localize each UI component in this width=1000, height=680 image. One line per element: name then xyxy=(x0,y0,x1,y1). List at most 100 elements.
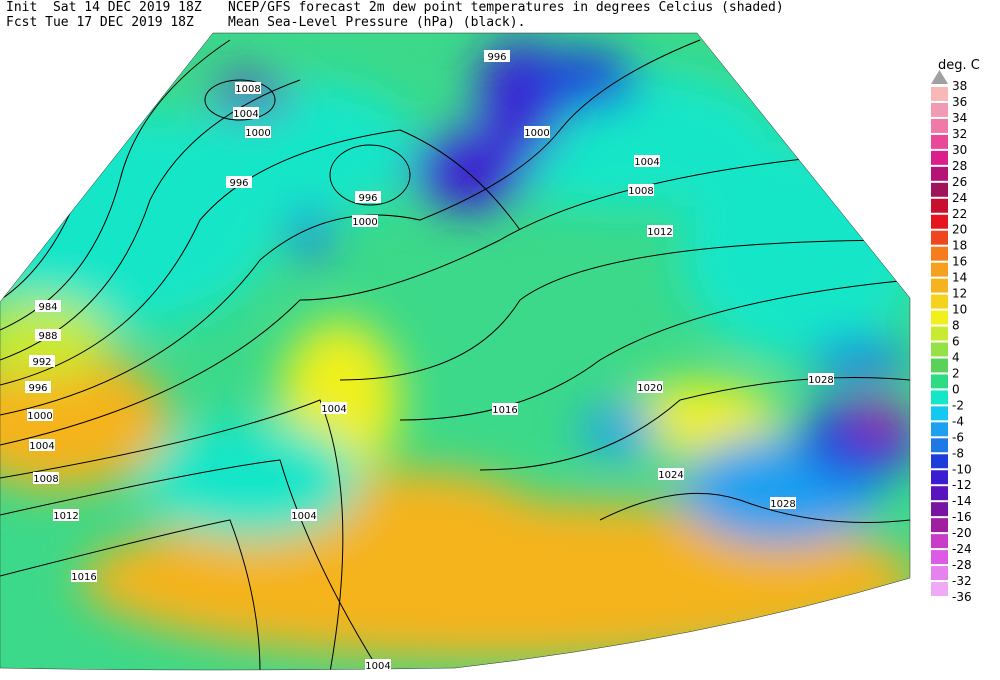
isobar-label-bg xyxy=(233,107,259,119)
colorbar-swatch xyxy=(931,294,948,309)
isobar-label: 1028 xyxy=(770,499,795,510)
isobar-label: 984 xyxy=(38,302,57,313)
isobar-label: 1008 xyxy=(33,474,58,485)
isobar-label: 1012 xyxy=(53,511,78,522)
colorbar-label: 26 xyxy=(952,175,967,189)
colorbar-label: 28 xyxy=(952,159,967,173)
isobar-label-bg xyxy=(71,570,97,582)
subtitle: Mean Sea-Level Pressure (hPa) (black). xyxy=(228,15,526,30)
colorbar-label: 0 xyxy=(952,382,960,396)
colorbar-label: 38 xyxy=(952,79,967,93)
isobar-label: 1020 xyxy=(637,383,662,394)
colorbar-swatch xyxy=(931,198,948,213)
isobar-label-bg xyxy=(524,126,550,138)
colorbar-swatch xyxy=(931,87,948,101)
colorbar-swatch xyxy=(931,150,948,165)
colorbar: deg. C 383634323028262422201816141210864… xyxy=(931,58,980,604)
colorbar-label: 20 xyxy=(952,223,967,237)
colorbar-swatch xyxy=(931,518,948,533)
isobar-label: 1016 xyxy=(492,405,517,416)
colorbar-label: 2 xyxy=(952,366,960,380)
isobar-label: 1004 xyxy=(233,109,258,120)
isobar-label: 996 xyxy=(487,52,506,63)
isobar-label: 1000 xyxy=(27,411,52,422)
colorbar-label: -36 xyxy=(952,590,972,604)
isobar-label-bg xyxy=(770,497,796,509)
isobar-label-bg xyxy=(29,355,55,367)
isobar-label: 1004 xyxy=(291,511,316,522)
colorbar-label: 16 xyxy=(952,255,967,269)
isobar-label: 1024 xyxy=(658,470,683,481)
colorbar-label: 36 xyxy=(952,95,967,109)
colorbar-swatch xyxy=(931,230,948,245)
colorbar-swatch xyxy=(931,278,948,293)
shaded-field xyxy=(0,33,910,670)
colorbar-label: 32 xyxy=(952,127,967,141)
header: Init Sat 14 DEC 2019 18Z Fcst Tue 17 DEC… xyxy=(6,0,784,75)
isobar-label: 996 xyxy=(229,178,248,189)
isobar-label-bg xyxy=(291,509,317,521)
colorbar-triangle xyxy=(931,70,948,84)
init-line: Init Sat 14 DEC 2019 18Z xyxy=(6,0,202,15)
isobar-label-bg xyxy=(492,403,518,415)
isobar-label: 1004 xyxy=(634,157,659,168)
colorbar-swatch xyxy=(931,134,948,149)
colorbar-label: 6 xyxy=(952,335,960,349)
colorbar-swatch xyxy=(931,182,948,197)
colorbar-swatch xyxy=(931,390,948,405)
colorbar-label: -24 xyxy=(952,542,972,556)
fcst-line: Fcst Tue 17 DEC 2019 18Z xyxy=(6,15,194,30)
isobar-label-bg xyxy=(27,409,53,421)
colorbar-swatch xyxy=(931,166,948,181)
isobar-label-group: 1008 1004 1000 996 996 1000 1004 1008 1012 984 988… xyxy=(25,50,834,672)
colorbar-swatch xyxy=(931,550,948,565)
isobar-label: 1004 xyxy=(365,661,390,672)
isobar-label: 1000 xyxy=(245,128,270,139)
colorbar-label: -28 xyxy=(952,558,972,572)
colorbar-label: 10 xyxy=(952,303,967,317)
colorbar-label: -16 xyxy=(952,510,972,524)
colorbar-label: -32 xyxy=(952,574,972,588)
colorbar-swatch xyxy=(931,374,948,389)
colorbar-label: 8 xyxy=(952,319,960,333)
colorbar-label: 34 xyxy=(952,111,967,125)
title: NCEP/GFS forecast 2m dew point temperatu… xyxy=(228,0,784,15)
colorbar-label: -2 xyxy=(952,398,964,412)
colorbar-swatch xyxy=(931,358,948,373)
isobar-label-bg xyxy=(53,509,79,521)
isobar-label: 988 xyxy=(38,331,57,342)
isobar-label-bg xyxy=(321,402,347,414)
colorbar-swatch xyxy=(931,486,948,501)
isobar-label-bg xyxy=(33,472,59,484)
isobar-label: 1008 xyxy=(628,186,653,197)
colorbar-label: -12 xyxy=(952,478,972,492)
colorbar-swatch xyxy=(931,566,948,581)
map-border xyxy=(0,32,911,671)
colorbar-label: -6 xyxy=(952,430,964,444)
colorbar-title: deg. C xyxy=(938,58,980,73)
isobar-label-bg xyxy=(35,329,61,341)
colorbar-swatch xyxy=(931,582,948,596)
colorbar-swatch xyxy=(931,406,948,421)
isobar-label-bg xyxy=(245,126,271,138)
colorbar-label: -4 xyxy=(952,414,964,428)
colorbar-label: 30 xyxy=(952,143,967,157)
colorbar-label: -8 xyxy=(952,446,964,460)
colorbar-label: -10 xyxy=(952,462,972,476)
colorbar-swatch xyxy=(931,262,948,277)
isobar-label-bg xyxy=(25,381,51,393)
isobar-label: 1016 xyxy=(71,572,96,583)
colorbar-swatch xyxy=(931,502,948,517)
colorbar-swatch xyxy=(931,470,948,485)
isobar-label-bg xyxy=(235,82,261,94)
isobar-label: 996 xyxy=(28,383,47,394)
isobar-label-bg xyxy=(355,191,381,203)
isobar-label: 1000 xyxy=(524,128,549,139)
isobar-label-bg xyxy=(637,381,663,393)
isobar-label: 1012 xyxy=(647,227,672,238)
colorbar-label: 12 xyxy=(952,287,967,301)
isobar-label-bg xyxy=(365,659,391,671)
isobar-label-bg xyxy=(634,155,660,167)
isobar-label-bg xyxy=(484,50,510,62)
